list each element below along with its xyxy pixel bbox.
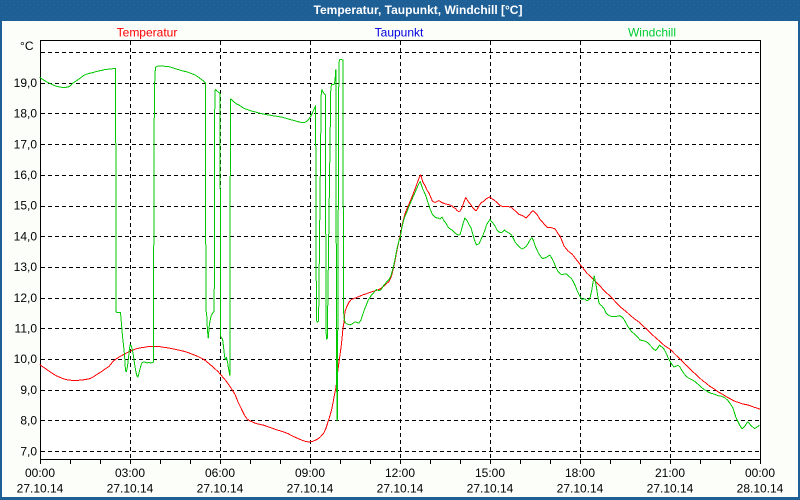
svg-text:11,0: 11,0 — [15, 322, 38, 336]
svg-text:27.10.14: 27.10.14 — [287, 482, 334, 496]
svg-text:18,0: 18,0 — [14, 107, 38, 121]
svg-text:12,0: 12,0 — [14, 291, 38, 305]
svg-text:Taupunkt: Taupunkt — [375, 26, 424, 40]
svg-text:15,0: 15,0 — [14, 199, 38, 213]
svg-text:27.10.14: 27.10.14 — [107, 482, 154, 496]
svg-text:15:00: 15:00 — [475, 466, 505, 480]
svg-text:21:00: 21:00 — [655, 466, 685, 480]
svg-text:00:00: 00:00 — [745, 466, 775, 480]
svg-text:19,0: 19,0 — [14, 76, 38, 90]
svg-text:03:00: 03:00 — [115, 466, 145, 480]
svg-text:°C: °C — [20, 39, 34, 53]
svg-text:12:00: 12:00 — [385, 466, 415, 480]
svg-text:27.10.14: 27.10.14 — [467, 482, 514, 496]
svg-text:13,0: 13,0 — [14, 260, 38, 274]
svg-text:27.10.14: 27.10.14 — [17, 482, 64, 496]
svg-text:18:00: 18:00 — [565, 466, 595, 480]
svg-text:00:00: 00:00 — [25, 466, 55, 480]
svg-text:27.10.14: 27.10.14 — [647, 482, 694, 496]
svg-text:27.10.14: 27.10.14 — [557, 482, 604, 496]
svg-text:16,0: 16,0 — [14, 168, 38, 182]
svg-text:09:00: 09:00 — [295, 466, 325, 480]
svg-text:8,0: 8,0 — [20, 414, 37, 428]
svg-text:14,0: 14,0 — [14, 229, 38, 243]
svg-text:7,0: 7,0 — [20, 444, 37, 458]
svg-text:Temperatur: Temperatur — [117, 26, 178, 40]
svg-text:06:00: 06:00 — [205, 466, 235, 480]
svg-text:27.10.14: 27.10.14 — [197, 482, 244, 496]
svg-text:9,0: 9,0 — [20, 383, 37, 397]
svg-text:10,0: 10,0 — [14, 352, 38, 366]
svg-text:27.10.14: 27.10.14 — [377, 482, 424, 496]
svg-text:28.10.14: 28.10.14 — [737, 482, 784, 496]
svg-text:Windchill: Windchill — [628, 26, 676, 40]
svg-text:17,0: 17,0 — [14, 137, 38, 151]
